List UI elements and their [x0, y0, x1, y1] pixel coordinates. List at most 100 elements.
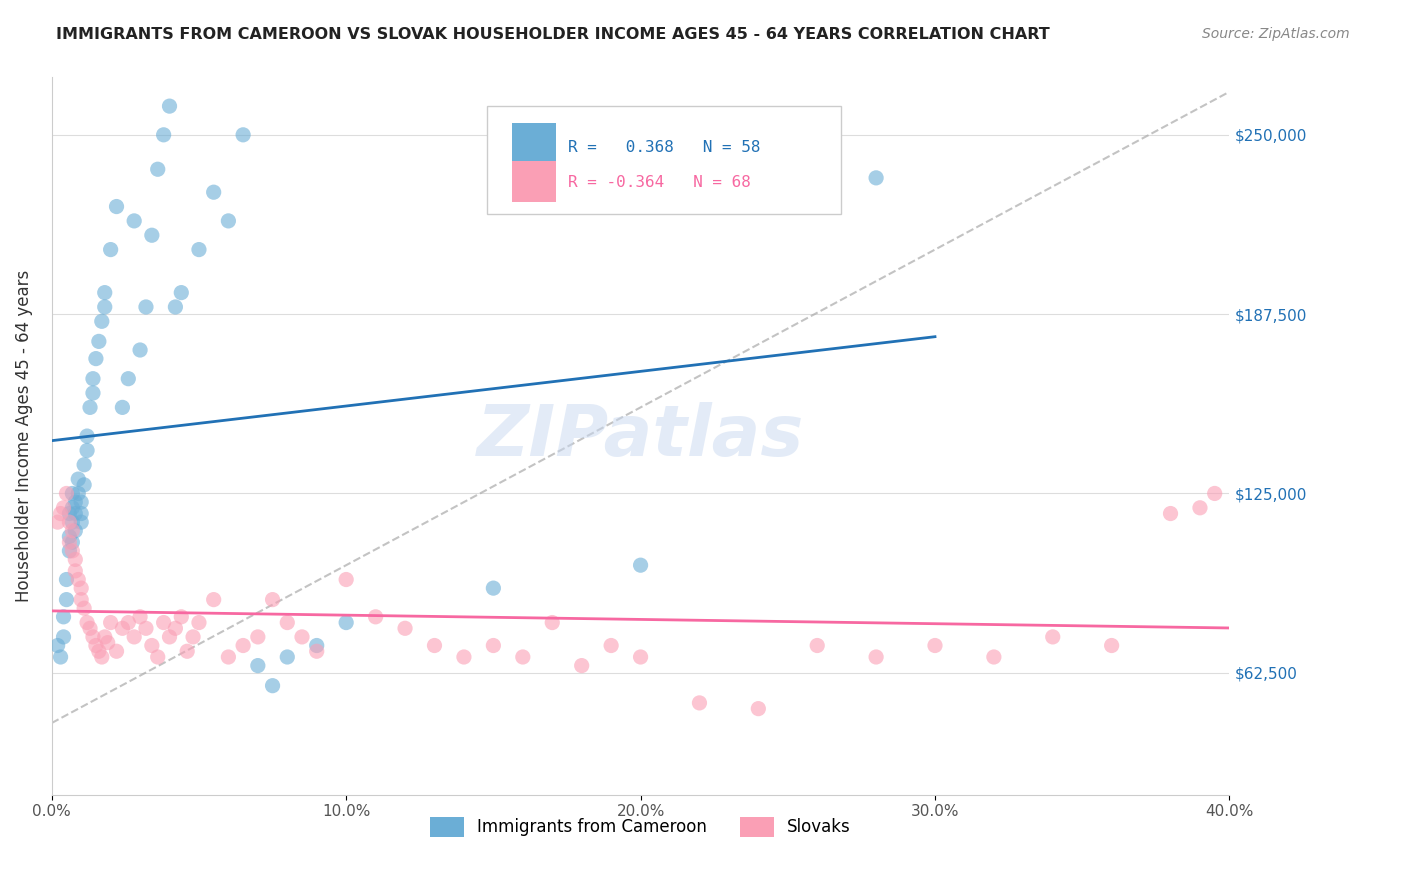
Immigrants from Cameroon — [67, 472, 90, 486]
Slovaks — [52, 500, 75, 515]
Immigrants from Cameroon — [60, 486, 83, 500]
Immigrants from Cameroon — [70, 515, 93, 529]
Slovaks — [276, 615, 298, 630]
FancyBboxPatch shape — [488, 106, 841, 214]
Slovaks — [1042, 630, 1064, 644]
Slovaks — [117, 615, 139, 630]
Immigrants from Cameroon — [232, 128, 254, 142]
Immigrants from Cameroon — [52, 630, 75, 644]
Slovaks — [600, 639, 623, 653]
Immigrants from Cameroon — [105, 200, 128, 214]
Legend: Immigrants from Cameroon, Slovaks: Immigrants from Cameroon, Slovaks — [423, 810, 858, 844]
Immigrants from Cameroon — [117, 372, 139, 386]
Slovaks — [67, 573, 90, 587]
Slovaks — [181, 630, 204, 644]
Immigrants from Cameroon — [52, 610, 75, 624]
Slovaks — [176, 644, 198, 658]
Slovaks — [58, 535, 80, 549]
Slovaks — [170, 610, 193, 624]
Slovaks — [1101, 639, 1123, 653]
Text: R = -0.364   N = 68: R = -0.364 N = 68 — [568, 176, 751, 190]
Slovaks — [55, 486, 77, 500]
FancyBboxPatch shape — [512, 161, 555, 202]
Text: ZIPatlas: ZIPatlas — [477, 401, 804, 471]
Slovaks — [70, 592, 93, 607]
Slovaks — [73, 601, 96, 615]
Slovaks — [246, 630, 269, 644]
Slovaks — [541, 615, 564, 630]
Immigrants from Cameroon — [170, 285, 193, 300]
Slovaks — [65, 552, 87, 566]
Slovaks — [202, 592, 225, 607]
Immigrants from Cameroon — [305, 639, 328, 653]
Slovaks — [141, 639, 163, 653]
Immigrants from Cameroon — [146, 162, 169, 177]
Immigrants from Cameroon — [141, 228, 163, 243]
Slovaks — [84, 639, 107, 653]
Immigrants from Cameroon — [276, 650, 298, 665]
Immigrants from Cameroon — [79, 401, 101, 415]
Immigrants from Cameroon — [65, 524, 87, 538]
Slovaks — [453, 650, 475, 665]
Immigrants from Cameroon — [202, 185, 225, 199]
Slovaks — [146, 650, 169, 665]
Immigrants from Cameroon — [865, 170, 887, 185]
Slovaks — [571, 658, 593, 673]
Slovaks — [49, 507, 72, 521]
Immigrants from Cameroon — [129, 343, 152, 357]
Slovaks — [335, 573, 357, 587]
Slovaks — [122, 630, 145, 644]
Text: R =   0.368   N = 58: R = 0.368 N = 58 — [568, 139, 761, 154]
Slovaks — [165, 621, 187, 635]
Immigrants from Cameroon — [58, 529, 80, 543]
Slovaks — [100, 615, 122, 630]
Slovaks — [806, 639, 828, 653]
Immigrants from Cameroon — [60, 515, 83, 529]
Immigrants from Cameroon — [82, 372, 104, 386]
Slovaks — [747, 701, 769, 715]
Slovaks — [983, 650, 1005, 665]
Slovaks — [232, 639, 254, 653]
Slovaks — [135, 621, 157, 635]
FancyBboxPatch shape — [512, 123, 555, 164]
Slovaks — [291, 630, 314, 644]
Immigrants from Cameroon — [217, 214, 239, 228]
Immigrants from Cameroon — [630, 558, 652, 573]
Immigrants from Cameroon — [46, 639, 69, 653]
Immigrants from Cameroon — [111, 401, 134, 415]
Slovaks — [394, 621, 416, 635]
Immigrants from Cameroon — [49, 650, 72, 665]
Immigrants from Cameroon — [58, 507, 80, 521]
Immigrants from Cameroon — [58, 544, 80, 558]
Slovaks — [70, 581, 93, 595]
Slovaks — [129, 610, 152, 624]
Immigrants from Cameroon — [122, 214, 145, 228]
Immigrants from Cameroon — [135, 300, 157, 314]
Slovaks — [111, 621, 134, 635]
Immigrants from Cameroon — [65, 507, 87, 521]
Slovaks — [512, 650, 534, 665]
Immigrants from Cameroon — [76, 429, 98, 443]
Slovaks — [1160, 507, 1182, 521]
Text: IMMIGRANTS FROM CAMEROON VS SLOVAK HOUSEHOLDER INCOME AGES 45 - 64 YEARS CORRELA: IMMIGRANTS FROM CAMEROON VS SLOVAK HOUSE… — [56, 27, 1050, 42]
Slovaks — [482, 639, 505, 653]
Slovaks — [217, 650, 239, 665]
Immigrants from Cameroon — [55, 592, 77, 607]
Slovaks — [630, 650, 652, 665]
Immigrants from Cameroon — [70, 507, 93, 521]
Immigrants from Cameroon — [262, 679, 284, 693]
Slovaks — [76, 615, 98, 630]
Slovaks — [79, 621, 101, 635]
Slovaks — [1204, 486, 1226, 500]
Immigrants from Cameroon — [65, 495, 87, 509]
Slovaks — [159, 630, 181, 644]
Slovaks — [46, 515, 69, 529]
Immigrants from Cameroon — [165, 300, 187, 314]
Slovaks — [82, 630, 104, 644]
Immigrants from Cameroon — [188, 243, 211, 257]
Immigrants from Cameroon — [90, 314, 112, 328]
Slovaks — [865, 650, 887, 665]
Immigrants from Cameroon — [76, 443, 98, 458]
Slovaks — [90, 650, 112, 665]
Y-axis label: Householder Income Ages 45 - 64 years: Householder Income Ages 45 - 64 years — [15, 270, 32, 602]
